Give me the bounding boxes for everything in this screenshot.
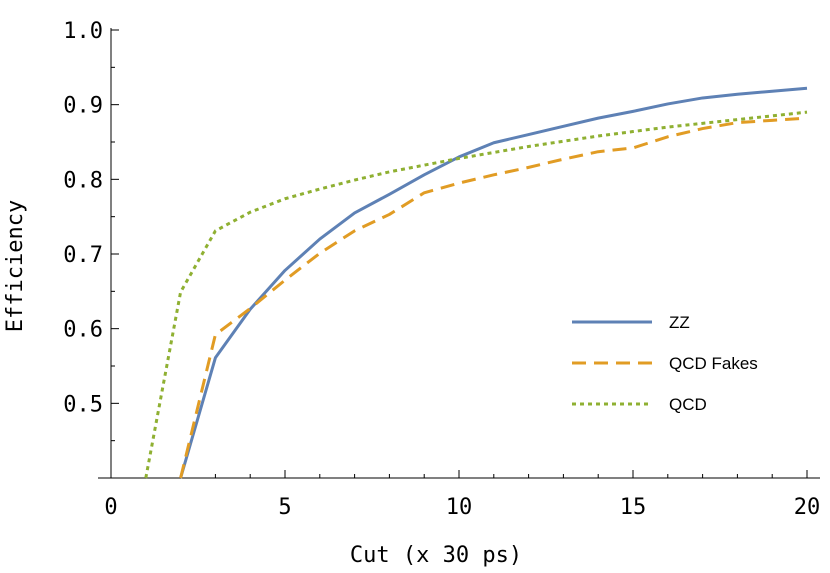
x-tick-label: 15 xyxy=(620,495,647,520)
legend: ZZ QCD Fakes QCD xyxy=(572,313,758,414)
series-line-qcd-fakes xyxy=(179,116,808,479)
y-tick-label: 0.9 xyxy=(63,94,103,119)
x-tick-label: 5 xyxy=(278,495,291,520)
x-axis-title: Cut (x 30 ps) xyxy=(350,543,522,568)
y-tick-label: 1.0 xyxy=(63,19,103,44)
tick-marks xyxy=(110,29,808,478)
y-tick-label: 0.6 xyxy=(63,318,103,343)
y-tick-label: 0.7 xyxy=(63,243,103,268)
x-tick-label: 10 xyxy=(446,495,473,520)
series-line-qcd xyxy=(144,110,808,479)
x-tick-label: 20 xyxy=(794,495,821,520)
y-axis-title: Efficiency xyxy=(3,200,28,332)
x-tick-label: 0 xyxy=(104,495,117,520)
series-line-zz xyxy=(179,86,808,479)
y-tick-label: 0.8 xyxy=(63,168,103,193)
legend-label: QCD Fakes xyxy=(669,354,758,373)
y-tick-label: 0.5 xyxy=(63,392,103,417)
legend-label: QCD xyxy=(669,395,707,414)
tick-labels: 0 5 10 15 20 0.5 0.6 0.7 0.8 0.9 1.0 xyxy=(63,19,820,520)
series-lines xyxy=(144,86,808,479)
legend-label: ZZ xyxy=(669,313,690,332)
